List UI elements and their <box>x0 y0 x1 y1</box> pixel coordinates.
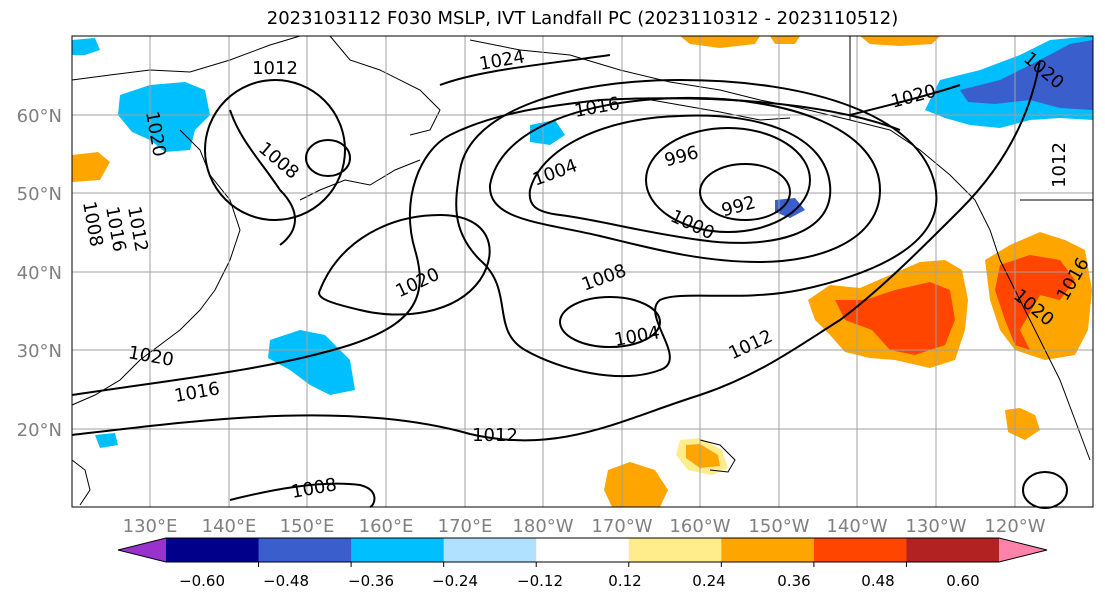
negative-ivt-core <box>775 198 805 218</box>
isobar-1008-west <box>229 109 296 246</box>
isobar-1016 <box>71 97 901 396</box>
coastline <box>699 439 736 473</box>
isobar-992 <box>699 163 791 221</box>
lon-label: 130°E <box>123 516 178 537</box>
colorbar <box>117 537 1048 567</box>
isobar-low-west <box>305 139 351 177</box>
isobar-1024 <box>439 54 611 86</box>
isobar-label: 1012 <box>1049 142 1070 188</box>
gridlines <box>72 36 1093 507</box>
isobar-1000 <box>528 114 832 244</box>
positive-ivt-region <box>770 36 800 44</box>
isobar-996 <box>645 127 811 233</box>
colorbar-outline <box>117 537 1048 563</box>
negative-ivt-core <box>960 40 1093 110</box>
negative-ivt-region <box>530 120 565 145</box>
positive-ivt-region <box>604 462 668 507</box>
colorbar-segment <box>628 538 722 562</box>
coastline <box>71 35 301 81</box>
negative-ivt-region <box>118 82 210 152</box>
colorbar-label: −0.24 <box>432 572 478 590</box>
isobar-1008 <box>455 78 938 378</box>
positive-ivt-region <box>72 152 110 182</box>
coastline <box>71 129 241 406</box>
colorbar-labels: −0.60 −0.48 −0.36 −0.24 −0.12 0.12 0.24 … <box>179 572 980 590</box>
lon-label: 170°E <box>438 516 493 537</box>
colorbar-segment <box>351 538 445 562</box>
colorbar-segment <box>258 538 352 562</box>
colorbar-segment <box>536 538 630 562</box>
isobar-1020-ne <box>849 84 961 116</box>
isobar-1020 <box>318 213 491 316</box>
negative-ivt-region <box>268 330 355 395</box>
isobar-1008-sw <box>229 482 376 508</box>
map-title: 2023103112 F030 MSLP, IVT Landfall PC (2… <box>266 8 899 29</box>
isobar-1012 <box>71 59 1041 442</box>
lon-label: 120°W <box>984 516 1045 537</box>
latitude-labels: 60°N 50°N 40°N 30°N 20°N <box>17 106 62 441</box>
isobar-1012-nw <box>204 79 346 221</box>
lon-label: 130°W <box>905 516 966 537</box>
negative-ivt-region <box>72 38 100 55</box>
isobar-1004 <box>488 96 882 264</box>
lat-label: 20°N <box>17 420 62 441</box>
coastline <box>329 35 441 136</box>
colorbar-segment <box>721 538 815 562</box>
colorbar-extend-high <box>999 538 1047 562</box>
lon-label: 160°W <box>669 516 730 537</box>
lon-label: 160°E <box>359 516 414 537</box>
coastline <box>299 159 421 201</box>
isobars <box>71 54 1068 509</box>
positive-ivt-region <box>860 36 940 46</box>
isobar-low-sw <box>1022 471 1068 509</box>
colorbar-label: 0.24 <box>692 572 725 590</box>
positive-ivt-region <box>686 444 720 468</box>
isobar-label: 1012 <box>252 58 298 79</box>
longitude-labels: 130°E 140°E 150°E 160°E 170°E 180°W 170°… <box>123 516 1046 537</box>
colorbar-extend-low <box>118 538 166 562</box>
lon-label: 150°W <box>748 516 809 537</box>
isobar-1004-south <box>559 296 661 348</box>
colorbar-segment <box>906 538 1000 562</box>
lon-label: 140°E <box>202 516 257 537</box>
lat-label: 40°N <box>17 263 62 284</box>
lon-label: 140°W <box>826 516 887 537</box>
lon-label: 150°E <box>280 516 335 537</box>
lat-label: 30°N <box>17 341 62 362</box>
colorbar-label: −0.60 <box>179 572 225 590</box>
positive-ivt-region <box>1005 408 1040 440</box>
colorbar-segment <box>166 538 260 562</box>
colorbar-label: −0.48 <box>263 572 309 590</box>
lat-label: 60°N <box>17 106 62 127</box>
colorbar-label: 0.12 <box>608 572 641 590</box>
lon-label: 170°W <box>591 516 652 537</box>
coastline <box>71 459 91 506</box>
negative-ivt-region <box>95 433 118 448</box>
colorbar-segment <box>813 538 907 562</box>
map-frame <box>71 35 1094 508</box>
colorbar-label: 0.36 <box>777 572 810 590</box>
isobar-label: 1012 <box>472 425 518 446</box>
colorbar-label: −0.12 <box>517 572 563 590</box>
colorbar-label: 0.48 <box>861 572 894 590</box>
lon-label: 180°W <box>512 516 573 537</box>
coastline <box>469 39 1091 461</box>
ivt-shading <box>72 36 1093 507</box>
lat-label: 50°N <box>17 184 62 205</box>
colorbar-label: −0.36 <box>348 572 394 590</box>
colorbar-segment <box>443 538 537 562</box>
colorbar-label: 0.60 <box>946 572 979 590</box>
